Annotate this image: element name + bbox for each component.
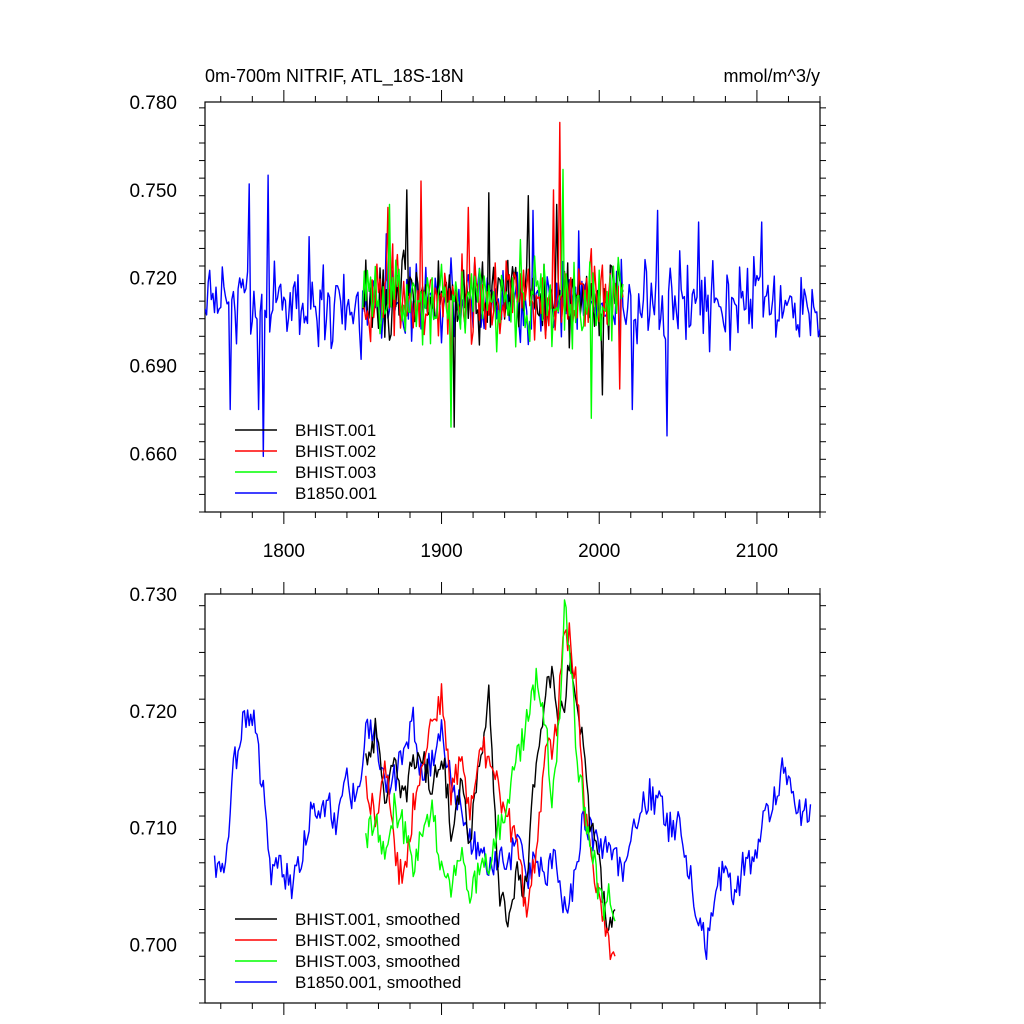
series-line-b1850-001 xyxy=(205,174,820,458)
x-tick-label: 1800 xyxy=(263,541,305,562)
y-tick-label: 0.780 xyxy=(129,93,177,114)
legend-label: BHIST.001, smoothed xyxy=(295,910,460,929)
series-line-bhist-003-smoothed xyxy=(365,599,616,922)
bottom-chart-panel: 0.730 0.720 0.710 0.700 BHIST.001, smoothed B… xyxy=(129,582,826,1015)
top-chart-title: 0m-700m NITRIF, ATL_18S-18N xyxy=(205,66,464,87)
legend-label: BHIST.001 xyxy=(295,421,376,440)
series-line-bhist-002 xyxy=(362,121,624,390)
y-tick-label: 0.730 xyxy=(129,585,177,606)
top-chart-units: mmol/m^3/y xyxy=(724,66,820,86)
top-chart-panel: 0.780 0.750 0.720 0.690 0.660 1800 1900 2000 210… xyxy=(129,90,826,562)
legend-label: BHIST.003, smoothed xyxy=(295,952,460,971)
x-tick-label: 2000 xyxy=(578,541,620,562)
series-line-b1850-001-smoothed xyxy=(213,706,812,960)
plot-frame xyxy=(204,101,821,513)
plot-frame xyxy=(204,593,821,1004)
y-tick-label: 0.720 xyxy=(129,269,177,290)
x-tick-label: 2100 xyxy=(736,541,778,562)
legend-label: BHIST.003 xyxy=(295,463,376,482)
series-line-bhist-002-smoothed xyxy=(365,622,616,961)
series-line-bhist-001 xyxy=(362,189,624,428)
series-line-bhist-003 xyxy=(362,168,624,428)
legend-label: BHIST.002, smoothed xyxy=(295,931,460,950)
legend-label: B1850.001 xyxy=(295,484,377,503)
y-tick-label: 0.710 xyxy=(129,819,177,840)
legend-label: B1850.001, smoothed xyxy=(295,973,461,992)
y-tick-label: 0.700 xyxy=(129,936,177,957)
y-tick-label: 0.750 xyxy=(129,181,177,202)
y-tick-label: 0.660 xyxy=(129,444,177,465)
y-tick-label: 0.720 xyxy=(129,702,177,723)
x-tick-label: 1900 xyxy=(420,541,462,562)
series-line-bhist-001-smoothed xyxy=(365,652,616,933)
y-tick-label: 0.690 xyxy=(129,357,177,378)
legend-label: BHIST.002 xyxy=(295,442,376,461)
